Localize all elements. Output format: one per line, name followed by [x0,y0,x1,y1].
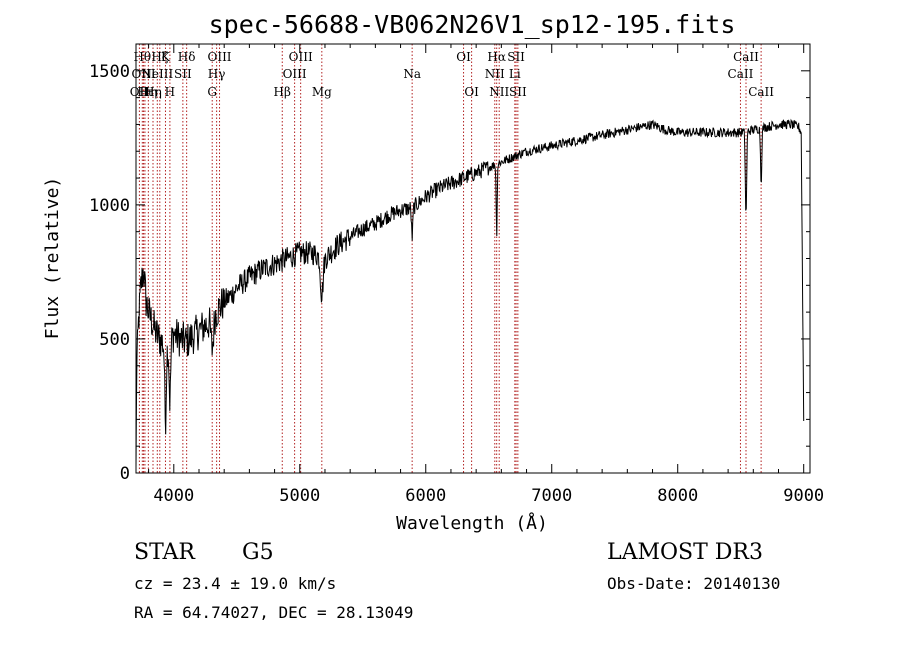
x-axis-label: Wavelength (Å) [396,512,548,534]
line-marker-layer [138,44,762,473]
line-label: OIII [207,50,231,64]
object-subclass: G5 [242,540,274,565]
line-label: CaII [748,85,774,99]
x-tick-label: 9000 [783,486,824,506]
chart-title: spec-56688-VB062N26V1_sp12-195.fits [209,10,736,39]
object-class: STAR [134,540,195,565]
line-label: NeIII [141,67,173,81]
axis-ticks: 4000 5000 6000 7000 8000 9000 0 500 1000 1500 [89,44,824,506]
line-label: Na [403,67,421,81]
y-tick-label: 1500 [89,62,130,82]
line-label: OIII [289,50,313,64]
line-label: OI [464,85,479,99]
y-axis-label: Flux (relative) [42,177,63,340]
x-tick-label: 8000 [657,486,698,506]
line-label: SII [507,50,525,64]
y-tick-label: 500 [99,330,130,350]
line-label: Hγ [208,67,226,81]
line-label: H [165,85,175,99]
line-label: Hη [140,85,158,99]
line-label: NII [485,67,505,81]
observation-date: Obs-Date: 20140130 [607,574,781,593]
y-tick-label: 0 [120,464,130,484]
line-label: SII [174,67,192,81]
x-tick-label: 6000 [405,486,446,506]
x-tick-label: 7000 [531,486,572,506]
line-label: Li [509,67,521,81]
line-label: Hι [137,85,152,99]
spectrum-layer [135,118,805,468]
line-label: G [207,85,217,99]
x-tick-label: 5000 [279,486,320,506]
line-label: Hθ [133,50,151,64]
survey-name: LAMOST DR3 [607,540,763,565]
x-tick-label: 4000 [153,486,194,506]
line-label: SII [509,85,527,99]
line-label: CaII [733,50,759,64]
line-label: OI [456,50,471,64]
redshift-cz: cz = 23.4 ± 19.0 km/s [134,574,337,593]
line-label: OIII [132,67,156,81]
line-label: Mg [312,85,332,99]
line-label: OII [130,85,150,99]
line-label: CaII [728,67,754,81]
line-label: NII [489,85,509,99]
coordinates: RA = 64.74027, DEC = 28.13049 [134,603,414,622]
line-label: Hβ [274,85,291,99]
line-label: K [161,50,171,64]
spectrum-line [135,118,805,468]
line-label: Hζ [151,50,168,64]
line-label: Hδ [178,50,196,64]
y-tick-label: 1000 [89,196,130,216]
plot-frame [135,43,811,474]
line-label: Hα [487,50,506,64]
line-label: OIII [283,67,307,81]
line-label: Hη [144,85,162,99]
